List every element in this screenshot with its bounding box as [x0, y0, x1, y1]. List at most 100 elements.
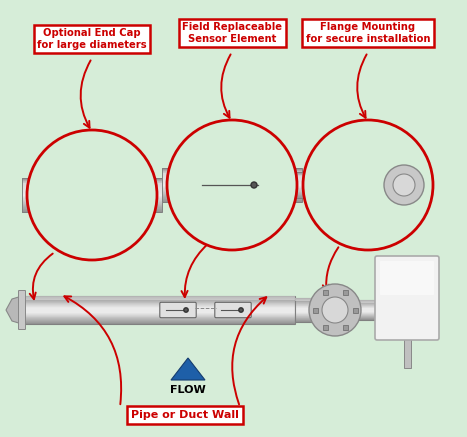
Polygon shape	[295, 299, 320, 300]
Polygon shape	[376, 187, 404, 188]
Polygon shape	[308, 182, 360, 183]
Polygon shape	[376, 177, 404, 178]
Polygon shape	[22, 196, 162, 197]
Polygon shape	[22, 298, 295, 299]
Polygon shape	[349, 307, 385, 308]
Polygon shape	[349, 309, 385, 310]
Circle shape	[27, 130, 157, 260]
Polygon shape	[22, 184, 162, 185]
Polygon shape	[162, 198, 302, 199]
Polygon shape	[308, 178, 360, 179]
Polygon shape	[295, 298, 320, 299]
Polygon shape	[22, 195, 162, 196]
Polygon shape	[295, 300, 320, 301]
Polygon shape	[22, 305, 295, 306]
Polygon shape	[349, 317, 385, 318]
Polygon shape	[162, 188, 302, 189]
Polygon shape	[349, 302, 385, 303]
Polygon shape	[162, 190, 302, 191]
Polygon shape	[22, 187, 162, 188]
Polygon shape	[22, 179, 162, 180]
Polygon shape	[162, 191, 302, 192]
Polygon shape	[295, 314, 320, 315]
Polygon shape	[308, 180, 360, 181]
Polygon shape	[22, 210, 162, 211]
Polygon shape	[162, 183, 302, 184]
Polygon shape	[349, 311, 385, 312]
Polygon shape	[22, 314, 295, 315]
Circle shape	[384, 165, 424, 205]
Polygon shape	[162, 196, 302, 197]
Polygon shape	[349, 310, 385, 311]
Bar	[376, 153, 382, 160]
FancyBboxPatch shape	[160, 302, 196, 318]
Polygon shape	[295, 314, 320, 315]
Polygon shape	[295, 301, 320, 302]
Polygon shape	[162, 197, 302, 198]
Polygon shape	[22, 315, 295, 316]
Polygon shape	[22, 306, 295, 307]
Polygon shape	[22, 183, 162, 184]
Polygon shape	[162, 175, 302, 177]
Polygon shape	[349, 311, 385, 312]
Text: Flange Mounting
for secure installation: Flange Mounting for secure installation	[306, 22, 430, 44]
Bar	[342, 325, 347, 330]
Polygon shape	[22, 302, 295, 304]
Text: FLOW: FLOW	[170, 385, 206, 395]
Polygon shape	[295, 305, 320, 306]
Polygon shape	[288, 175, 428, 176]
Polygon shape	[349, 307, 385, 308]
Polygon shape	[162, 171, 302, 173]
Bar	[323, 290, 327, 295]
Polygon shape	[349, 312, 385, 313]
Polygon shape	[22, 312, 295, 313]
Polygon shape	[288, 185, 428, 186]
Polygon shape	[162, 169, 302, 170]
Polygon shape	[295, 319, 320, 320]
Polygon shape	[308, 175, 360, 176]
Polygon shape	[22, 178, 162, 179]
Polygon shape	[22, 303, 295, 305]
Polygon shape	[376, 182, 404, 183]
Polygon shape	[22, 197, 162, 198]
Polygon shape	[376, 196, 404, 197]
Polygon shape	[288, 175, 428, 176]
Polygon shape	[349, 308, 385, 309]
Polygon shape	[162, 178, 302, 179]
Polygon shape	[349, 309, 385, 310]
Polygon shape	[308, 185, 360, 186]
Polygon shape	[22, 307, 295, 308]
Polygon shape	[295, 314, 320, 315]
Polygon shape	[295, 319, 320, 320]
Polygon shape	[22, 321, 295, 322]
Polygon shape	[308, 185, 360, 186]
Polygon shape	[40, 178, 54, 183]
Polygon shape	[288, 174, 428, 175]
Circle shape	[322, 297, 348, 323]
Polygon shape	[288, 195, 428, 196]
Polygon shape	[288, 197, 428, 198]
Polygon shape	[22, 307, 295, 308]
Circle shape	[184, 308, 188, 312]
Polygon shape	[162, 191, 302, 192]
Polygon shape	[288, 196, 428, 197]
Polygon shape	[22, 310, 295, 312]
Polygon shape	[288, 193, 428, 194]
Polygon shape	[349, 304, 385, 305]
Polygon shape	[349, 316, 385, 317]
Polygon shape	[162, 187, 302, 188]
Polygon shape	[308, 177, 360, 178]
Polygon shape	[308, 186, 360, 187]
Polygon shape	[22, 202, 162, 203]
Circle shape	[393, 174, 415, 196]
Polygon shape	[288, 194, 428, 195]
Polygon shape	[295, 312, 320, 313]
Circle shape	[167, 120, 297, 250]
Polygon shape	[376, 185, 404, 186]
Polygon shape	[288, 188, 428, 189]
Polygon shape	[162, 180, 302, 181]
Polygon shape	[308, 182, 360, 183]
Polygon shape	[288, 194, 428, 195]
Polygon shape	[288, 173, 428, 174]
Polygon shape	[308, 191, 360, 192]
